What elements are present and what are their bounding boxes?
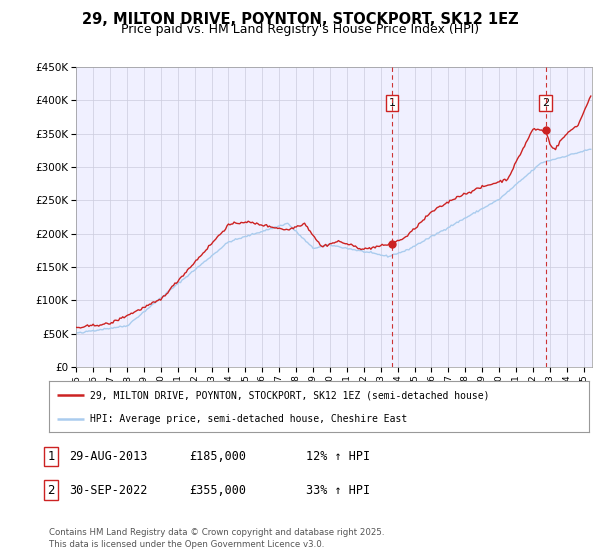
- Text: Contains HM Land Registry data © Crown copyright and database right 2025.
This d: Contains HM Land Registry data © Crown c…: [49, 528, 385, 549]
- Text: 12% ↑ HPI: 12% ↑ HPI: [306, 450, 370, 463]
- Text: 1: 1: [47, 450, 55, 463]
- Text: 29, MILTON DRIVE, POYNTON, STOCKPORT, SK12 1EZ: 29, MILTON DRIVE, POYNTON, STOCKPORT, SK…: [82, 12, 518, 26]
- Text: HPI: Average price, semi-detached house, Cheshire East: HPI: Average price, semi-detached house,…: [90, 414, 407, 424]
- Text: 29, MILTON DRIVE, POYNTON, STOCKPORT, SK12 1EZ (semi-detached house): 29, MILTON DRIVE, POYNTON, STOCKPORT, SK…: [90, 390, 489, 400]
- Text: 2: 2: [47, 483, 55, 497]
- Text: 33% ↑ HPI: 33% ↑ HPI: [306, 483, 370, 497]
- Text: Price paid vs. HM Land Registry's House Price Index (HPI): Price paid vs. HM Land Registry's House …: [121, 22, 479, 36]
- Text: 29-AUG-2013: 29-AUG-2013: [69, 450, 148, 463]
- Text: 30-SEP-2022: 30-SEP-2022: [69, 483, 148, 497]
- Text: 2: 2: [542, 98, 549, 108]
- Text: £355,000: £355,000: [189, 483, 246, 497]
- Text: £185,000: £185,000: [189, 450, 246, 463]
- Text: 1: 1: [389, 98, 395, 108]
